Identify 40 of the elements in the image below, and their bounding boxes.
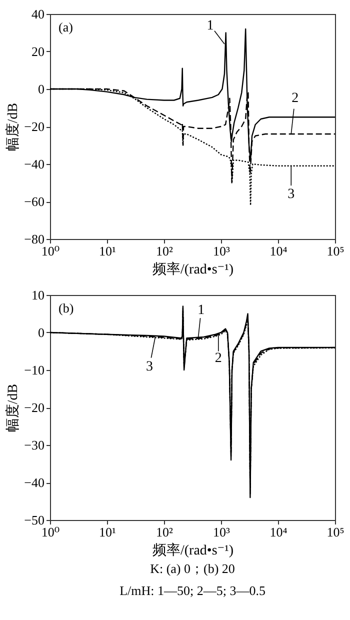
y-tick-label: 10 — [32, 288, 44, 302]
annotation: (b) — [58, 300, 74, 316]
x-tick-label: 10³ — [213, 244, 230, 258]
annotation: (a) — [58, 20, 73, 34]
annotation: 2 — [292, 91, 299, 106]
text: L/mH: 1—50; 2—5; 3—0.5 — [120, 583, 266, 598]
y-tick-label: −40 — [24, 475, 44, 490]
y-tick-label: −50 — [24, 512, 44, 528]
y-tick-label: −40 — [24, 156, 44, 172]
x-tick-label: 10⁵ — [326, 244, 344, 258]
x-tick-label: 10⁰ — [41, 244, 60, 258]
y-axis-title: 幅度/dB — [5, 384, 22, 432]
annotation: 3 — [288, 187, 295, 202]
x-tick-label: 10⁰ — [41, 524, 60, 540]
y-tick-label: 0 — [38, 82, 44, 96]
annotation: 2 — [214, 351, 222, 366]
annotation: 1 — [198, 303, 205, 318]
x-tick-label: 10³ — [213, 524, 230, 540]
y-axis-title: 幅度/dB — [5, 102, 22, 152]
x-tick-label: 10⁵ — [326, 524, 344, 540]
x-tick-label: 10² — [156, 524, 174, 540]
y-tick-label: −20 — [24, 119, 44, 134]
y-tick-label: 20 — [32, 44, 44, 59]
annotation: 1 — [206, 18, 214, 34]
annotation: 3 — [146, 360, 153, 375]
y-tick-label: −80 — [24, 232, 44, 246]
y-tick-label: −60 — [24, 194, 44, 209]
x-tick-label: 10¹ — [99, 244, 116, 258]
x-tick-label: 10⁴ — [270, 524, 288, 540]
x-tick-label: 10⁴ — [270, 244, 288, 258]
text: K: (a) 0；(b) 20 — [150, 561, 235, 576]
x-axis-title: 频率/(rad•s⁻¹) — [152, 542, 234, 558]
y-tick-label: −10 — [24, 362, 44, 378]
x-tick-label: 10² — [156, 244, 174, 258]
y-tick-label: 40 — [32, 6, 44, 22]
y-tick-label: −20 — [24, 400, 44, 415]
y-tick-label: −30 — [24, 438, 44, 452]
y-tick-label: 0 — [38, 325, 44, 340]
x-axis-title: 频率/(rad•s⁻¹) — [152, 262, 234, 278]
x-tick-label: 10¹ — [99, 524, 116, 540]
